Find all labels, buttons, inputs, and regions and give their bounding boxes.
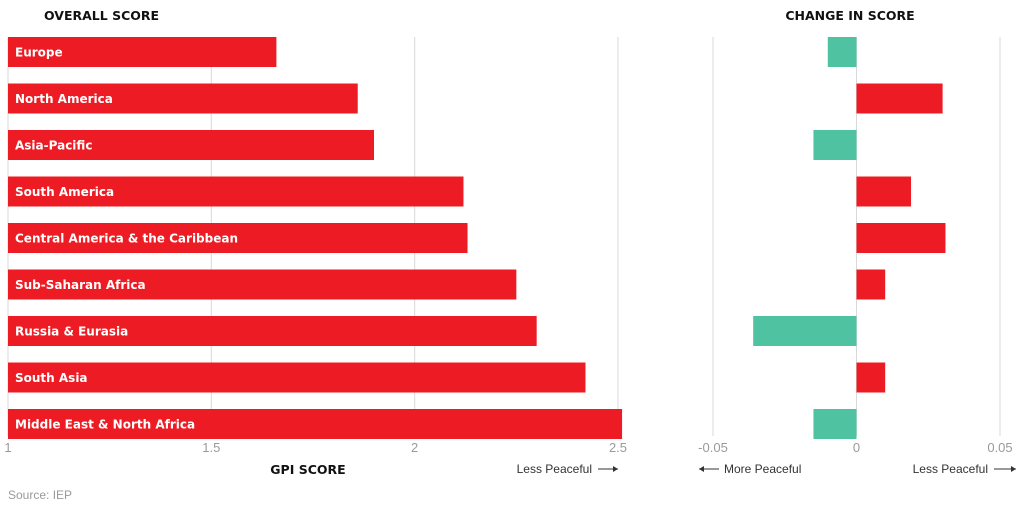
source-note: Source: IEP [8,488,72,502]
right-tick-label-0-05: -0.05 [698,440,728,455]
change-bar-south-america [856,176,912,207]
overall-score-bar-middle-east-and-north-africa [8,409,623,439]
left-less-peaceful-label: Less Peaceful [517,462,592,476]
more-peaceful-label: More Peaceful [724,462,801,476]
more-peaceful-arrow-icon [699,466,719,472]
overall-score-bar-asia-pacific [8,130,374,160]
change-bar-north-america [856,83,943,114]
right-tick-label-0-05: 0.05 [987,440,1012,455]
change-bar-russia-and-eurasia [753,316,857,346]
overall-score-bar-europe [8,37,277,67]
overall-score-bar-south-asia [8,362,586,393]
region-label-south-america: South America [15,185,114,199]
change-bar-central-america-and-the-caribbean [856,223,946,253]
left-tick-label-1: 1 [4,440,11,455]
left-tick-label-1-5: 1.5 [202,440,220,455]
left-less-peaceful-arrow-icon [598,466,618,472]
region-label-middle-east-and-north-africa: Middle East & North Africa [15,418,195,432]
region-label-north-america: North America [15,92,113,106]
change-bar-south-asia [856,362,886,393]
left-tick-label-2-5: 2.5 [609,440,627,455]
change-in-score-bars [753,37,946,439]
overall-score-bar-north-america [8,83,358,114]
overall-score-bar-sub-saharan-africa [8,269,517,300]
region-labels: Europe North America Asia-Pacific South Ame… [15,46,238,432]
region-label-central-america-and-the-caribbean: Central America & the Caribbean [15,232,238,246]
region-label-south-asia: South Asia [15,371,88,385]
gpi-score-axis-label: GPI SCORE [270,462,345,477]
right-tick-label-0: 0 [853,440,860,455]
change-bar-asia-pacific [813,130,857,160]
region-label-russia-and-eurasia: Russia & Eurasia [15,325,128,339]
right-less-peaceful-label: Less Peaceful [913,462,988,476]
overall-score-bars [8,37,623,439]
overall-score-bar-central-america-and-the-caribbean [8,223,468,253]
change-bar-middle-east-and-north-africa [813,409,857,439]
overall-score-title: OVERALL SCORE [44,8,159,23]
overall-score-bar-russia-and-eurasia [8,316,537,346]
right-less-peaceful-arrow-icon [994,466,1016,472]
change-bar-sub-saharan-africa [856,269,886,300]
overall-score-bar-south-america [8,176,464,207]
tick-labels: 1 1.5 2 2.5 -0.05 0 0.05 [4,440,1012,455]
change-in-score-title: CHANGE IN SCORE [785,8,914,23]
region-label-europe: Europe [15,46,63,60]
left-tick-label-2: 2 [411,440,418,455]
change-bar-europe [827,37,857,67]
region-label-sub-saharan-africa: Sub-Saharan Africa [15,278,146,292]
region-label-asia-pacific: Asia-Pacific [15,139,92,153]
